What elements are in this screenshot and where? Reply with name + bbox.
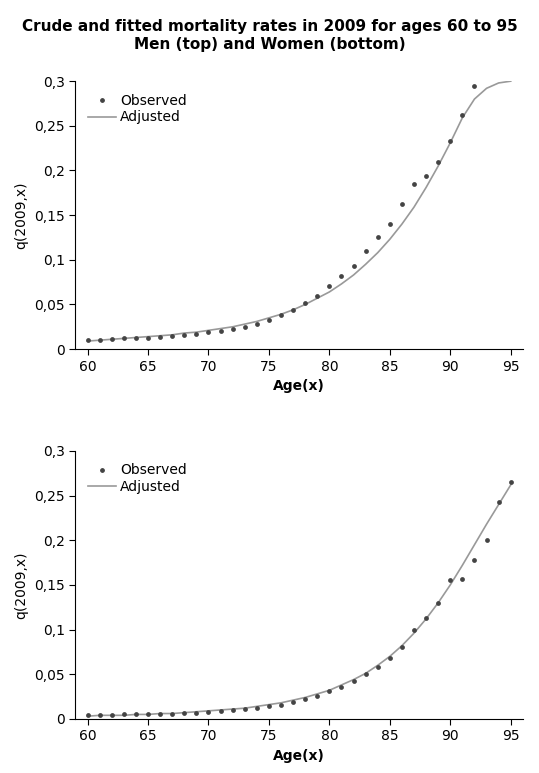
Point [144,332,153,344]
Point [385,218,394,230]
Point [95,334,104,346]
Point [446,135,454,147]
Point [95,709,104,721]
Point [446,574,454,587]
Point [422,611,431,624]
Point [289,304,298,316]
Point [144,708,153,720]
Legend: Observed, Adjusted: Observed, Adjusted [82,458,192,500]
Point [265,700,273,713]
Point [192,328,201,340]
Point [349,260,358,272]
Point [168,329,176,342]
Point [422,169,431,182]
Point [361,668,370,680]
Point [107,333,116,346]
Point [313,690,322,702]
Point [507,476,515,489]
Point [132,332,140,345]
Point [156,707,164,720]
Point [482,534,491,547]
Point [374,231,382,243]
Point [374,661,382,673]
Point [410,623,418,635]
Point [107,709,116,721]
Y-axis label: q(2009,x): q(2009,x) [15,551,29,618]
Point [83,334,92,346]
Point [385,652,394,664]
Point [204,706,213,718]
Point [434,155,443,168]
Point [313,289,322,301]
Point [192,707,201,719]
Point [83,709,92,721]
Point [458,109,467,121]
Text: Crude and fitted mortality rates in 2009 for ages 60 to 95
Men (top) and Women (: Crude and fitted mortality rates in 2009… [22,19,517,52]
Point [289,696,298,708]
Point [398,642,406,654]
Point [229,703,237,716]
Point [470,553,479,566]
Point [120,332,128,345]
Point [120,708,128,720]
Point [240,703,249,715]
X-axis label: Age(x): Age(x) [273,379,325,393]
Legend: Observed, Adjusted: Observed, Adjusted [82,88,192,130]
Point [494,495,503,508]
Point [277,699,285,711]
Point [337,270,346,282]
Point [168,707,176,720]
Point [301,297,309,309]
Point [156,330,164,342]
Point [277,309,285,322]
Point [229,323,237,335]
Y-axis label: q(2009,x): q(2009,x) [15,182,29,249]
Point [470,80,479,92]
Point [216,705,225,717]
Point [325,280,334,292]
Point [180,707,189,719]
Point [301,693,309,706]
X-axis label: Age(x): Age(x) [273,749,325,763]
Point [434,597,443,609]
Point [361,245,370,257]
Point [410,178,418,190]
Point [204,326,213,339]
Point [180,329,189,341]
Point [325,685,334,697]
Point [252,702,261,714]
Point [240,321,249,333]
Point [458,573,467,585]
Point [337,680,346,693]
Point [252,318,261,330]
Point [398,197,406,209]
Point [216,325,225,338]
Point [132,708,140,720]
Point [349,675,358,687]
Point [265,314,273,326]
